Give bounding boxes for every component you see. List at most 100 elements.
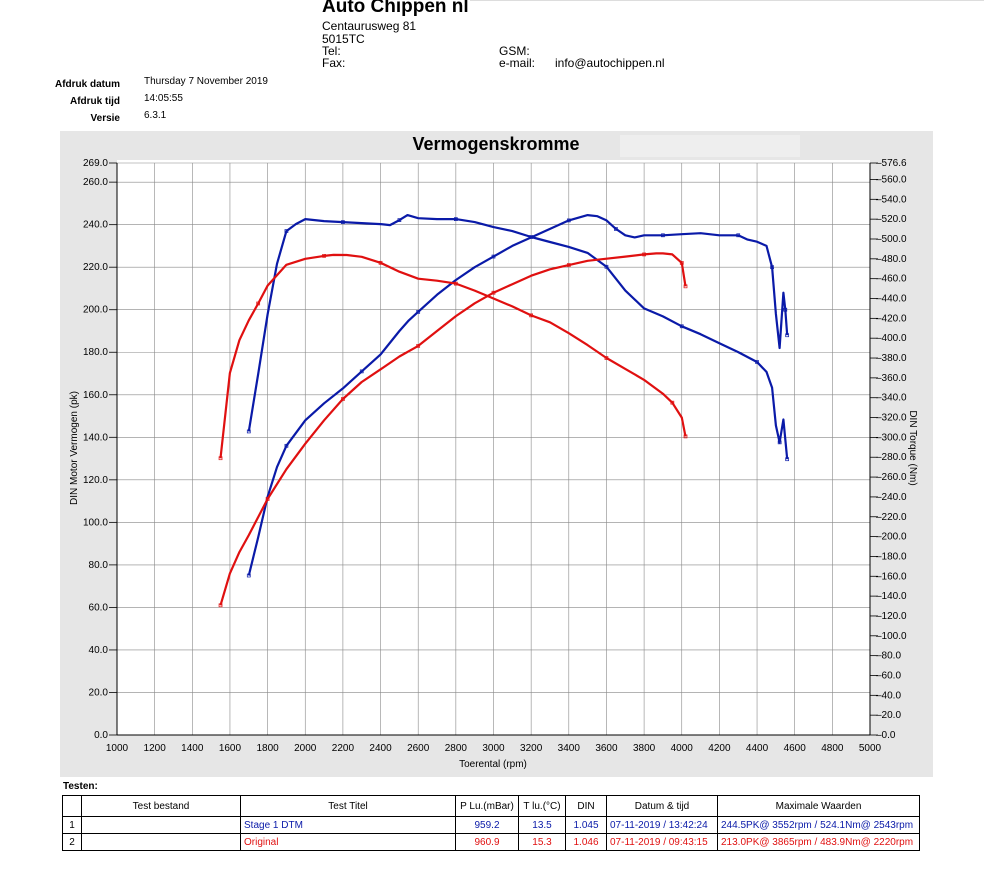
y2-tick-label: –520.0: [876, 214, 907, 225]
data-point: [341, 220, 345, 224]
x-tick-label: 2200: [332, 743, 355, 754]
y-tick-label: 120.0: [83, 475, 108, 486]
y-tick-label: 20.0: [89, 687, 109, 698]
tel-label: Tel:: [322, 44, 341, 58]
y-tick-label: 60.0: [89, 602, 109, 613]
tests-table: Test bestand Test Titel P Lu.(mBar) T lu…: [62, 795, 920, 851]
data-point: [378, 260, 383, 265]
y2-tick-label: –120.0: [876, 611, 907, 622]
y2-tick-label: –0.0: [876, 730, 896, 741]
row-file: [81, 833, 241, 851]
y2-tick-label: –400.0: [876, 333, 907, 344]
table-row[interactable]: 2 Original 960.9 15.3 1.046 07-11-2019 /…: [62, 833, 920, 851]
y2-tick-label: –240.0: [876, 492, 907, 503]
data-point: [397, 218, 402, 222]
y2-tick-label: –480.0: [876, 254, 907, 265]
data-point: [256, 301, 261, 306]
y2-tick-label: –320.0: [876, 413, 907, 424]
version: 6.3.1: [144, 110, 167, 121]
table-row[interactable]: 1 Stage 1 DTM 959.2 13.5 1.045 07-11-201…: [62, 816, 920, 834]
version-label: Versie: [90, 113, 120, 124]
data-point: [566, 263, 571, 267]
data-point: [785, 457, 790, 462]
data-point: [246, 573, 251, 578]
y-tick-label: 160.0: [83, 390, 108, 401]
y-tick-label: 260.0: [83, 177, 108, 188]
y2-axis-label: DIN Torque (Nm): [907, 410, 918, 485]
row-no: 1: [62, 816, 82, 834]
stage-1-dtm-torque-curve: [247, 214, 789, 460]
data-point: [284, 229, 289, 233]
data-point: [218, 603, 223, 608]
col-test-title: Test Titel: [240, 795, 456, 817]
y-tick-label: 220.0: [83, 262, 108, 273]
y2-tick-label: –40.0: [876, 690, 901, 701]
x-tick-label: 4000: [671, 743, 694, 754]
y-tick-label: 80.0: [89, 560, 109, 571]
data-point: [661, 233, 665, 238]
row-date: 07-11-2019 / 09:43:15: [606, 833, 718, 851]
print-date-label: Afdruk datum: [55, 79, 120, 90]
row-file: [81, 816, 241, 834]
data-point: [755, 360, 759, 364]
chart-title-highlight: [620, 135, 800, 157]
row-date: 07-11-2019 / 13:42:24: [606, 816, 718, 834]
data-point: [604, 356, 609, 360]
data-point: [529, 235, 534, 239]
y2-tick-label: –280.0: [876, 452, 907, 463]
y2-tick-label: –380.0: [876, 353, 907, 364]
data-point: [679, 261, 684, 265]
company-name: Auto Chippen nl: [322, 0, 469, 17]
row-pressure: 960.9: [455, 833, 519, 851]
fax-label: Fax:: [322, 56, 346, 70]
company-street: Centaurusweg 81: [322, 19, 417, 33]
data-point: [416, 309, 421, 314]
email-label: e-mail:: [499, 56, 536, 70]
row-max: 213.0PK@ 3865rpm / 483.9Nm@ 2220rpm: [717, 833, 920, 851]
x-tick-label: 2000: [294, 743, 317, 754]
x-tick-label: 2800: [445, 743, 468, 754]
y-tick-label: 40.0: [89, 645, 109, 656]
x-axis-label: Toerental (rpm): [459, 759, 527, 770]
email-link[interactable]: info@autochippen.nl: [555, 56, 665, 70]
y-tick-label: 240.0: [83, 220, 108, 231]
x-tick-label: 3600: [595, 743, 618, 754]
y2-tick-label: –420.0: [876, 313, 907, 324]
power-torque-chart: Vermogenskromme 1000 1200 1400 1600 1800 2000…: [60, 131, 933, 777]
tick-labels: 1000 1200 1400 1600 1800 2000 2200 2400 2600 2800…: [83, 158, 907, 754]
data-point: [454, 281, 458, 286]
row-din: 1.046: [565, 833, 607, 851]
print-time-label: Afdruk tijd: [70, 96, 120, 107]
original-torque-curve: [219, 253, 687, 459]
tests-label: Testen:: [63, 781, 98, 792]
data-point: [783, 307, 788, 312]
data-point: [683, 434, 688, 439]
y2-tick-label: –300.0: [876, 432, 907, 443]
print-date: Thursday 7 November 2019: [144, 76, 268, 87]
y2-tick-label: –20.0: [876, 710, 901, 721]
y2-tick-label: –460.0: [876, 274, 907, 285]
y-tick-label: 200.0: [83, 305, 108, 316]
x-tick-label: 1200: [144, 743, 167, 754]
data-point: [642, 252, 646, 257]
data-point: [322, 254, 326, 258]
col-temp: T lu.(°C): [518, 795, 566, 817]
curves: [218, 214, 790, 608]
x-tick-label: 1000: [106, 743, 129, 754]
stage-1-dtm-power-curve: [247, 214, 789, 576]
x-tick-label: 2600: [407, 743, 430, 754]
x-tick-label: 4600: [784, 743, 807, 754]
data-point: [566, 218, 571, 223]
y2-tick-label: –440.0: [876, 294, 907, 305]
data-point: [341, 397, 345, 401]
y2-tick-label: –100.0: [876, 631, 907, 642]
table-header-row: Test bestand Test Titel P Lu.(mBar) T lu…: [62, 795, 920, 817]
y2-tick-label: –540.0: [876, 194, 907, 205]
data-point: [218, 456, 223, 461]
data-point: [416, 344, 421, 348]
y2-tick-label: –360.0: [876, 373, 907, 384]
data-point: [670, 400, 675, 405]
y-tick-label: 100.0: [83, 517, 108, 528]
y2-tick-label: –200.0: [876, 532, 907, 543]
grid: [109, 162, 878, 736]
